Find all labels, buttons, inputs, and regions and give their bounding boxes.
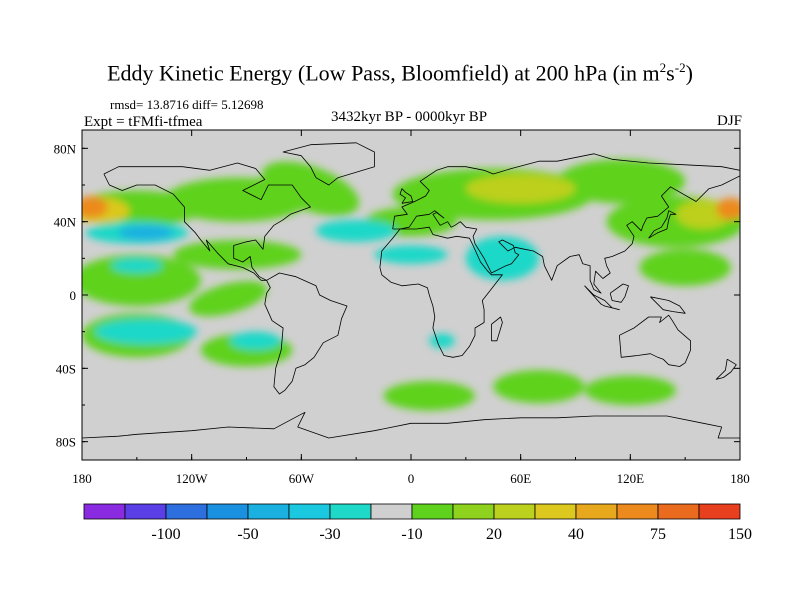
- anomaly-north-africa-negative: [374, 245, 448, 264]
- coastline-antarctica: [82, 411, 740, 439]
- x-tick-label-0: 180: [72, 471, 92, 486]
- x-tick-label-4: 60E: [510, 471, 531, 486]
- anomaly-south-america-negative: [230, 331, 282, 351]
- anomaly-pacific-tropics: [82, 254, 201, 306]
- y-tick-label-2: 0: [70, 288, 77, 303]
- coastline-madagascar: [490, 316, 503, 342]
- anomaly-dateline-east-strong: [716, 197, 740, 220]
- experiment-label: Expt = tFMfi-tfmea: [84, 114, 203, 130]
- x-tick-label-3: 0: [408, 471, 415, 486]
- x-tick-label-5: 120E: [617, 471, 645, 486]
- season-label: DJF: [716, 113, 742, 129]
- colorbar-box-15: [698, 503, 741, 520]
- colorbar-box-8: [411, 503, 454, 520]
- chart-title: Eddy Kinetic Energy (Low Pass, Bloomfiel…: [107, 60, 693, 86]
- coastline-britain: [399, 188, 414, 204]
- colorbar-box-7: [370, 503, 413, 520]
- stats-line: rmsd= 13.8716 diff= 5.12698: [110, 97, 264, 112]
- colorbar-box-11: [534, 503, 577, 520]
- anomaly-subtropic-pacific-negative: [111, 258, 163, 273]
- colorbar-label-2: -30: [319, 526, 340, 543]
- colorbar-label-0: -100: [151, 526, 180, 543]
- colorbar-label-3: -10: [401, 526, 422, 543]
- colorbar-box-13: [616, 503, 659, 520]
- y-tick-label-4: 80S: [56, 435, 76, 450]
- coastline-eurasia: [392, 153, 740, 230]
- anomaly-siberia-belt: [557, 159, 686, 204]
- anomaly-north-atlantic-negative: [315, 219, 397, 242]
- coastline-layer: [82, 142, 740, 439]
- anomaly-north-pacific-negative-core: [118, 225, 174, 241]
- anomaly-southern-indian-positive: [493, 370, 585, 404]
- anomaly-arabia-negative: [465, 236, 539, 281]
- colorbar-label-5: 40: [568, 526, 584, 543]
- anomaly-south-pacific-negative: [94, 318, 198, 345]
- anomaly-atlantic-tropic-band: [173, 240, 302, 270]
- y-tick-label-3: 40S: [56, 361, 76, 376]
- anomaly-dateline-north-strong: [82, 196, 108, 218]
- colorbar-box-3: [206, 503, 249, 520]
- x-tick-label-6: 180: [730, 471, 750, 486]
- anomaly-southern-ocean-east: [584, 375, 677, 406]
- anomaly-caribbean-band: [189, 281, 268, 317]
- colorbar-label-4: 20: [486, 526, 502, 543]
- coastline-japan: [648, 210, 677, 239]
- colorbar-box-1: [124, 503, 167, 520]
- coastline-new-zealand: [715, 358, 737, 380]
- coastline-australia: [619, 314, 691, 367]
- anomaly-north-atlantic-band: [261, 161, 360, 216]
- x-tick-label-2: 60W: [289, 471, 315, 486]
- colorbar: -100 -50 -30 -10 20 40 75 150: [83, 503, 752, 543]
- anomaly-eurasia-core: [465, 174, 576, 204]
- coastline-indonesia: [584, 285, 620, 311]
- colorbar-box-4: [247, 503, 290, 520]
- colorbar-label-1: -50: [237, 526, 258, 543]
- coastline-borneo: [609, 283, 629, 303]
- x-tick-label-1: 120W: [176, 471, 209, 486]
- y-tick-label-1: 40N: [54, 215, 77, 230]
- anomaly-field-layer: [82, 159, 740, 411]
- colorbar-box-12: [575, 503, 618, 520]
- colorbar-box-0: [83, 503, 126, 520]
- colorbar-box-5: [288, 503, 331, 520]
- colorbar-box-2: [165, 503, 208, 520]
- coastline-south-america: [264, 272, 348, 395]
- coastline-new-guinea: [650, 296, 686, 314]
- colorbar-label-6: 75: [650, 526, 666, 543]
- anomaly-south-africa-negative: [429, 333, 455, 349]
- colorbar-box-6: [329, 503, 372, 520]
- colorbar-box-9: [452, 503, 495, 520]
- y-tick-label-0: 80N: [54, 141, 77, 156]
- colorbar-box-14: [657, 503, 700, 520]
- coastline-north-america: [103, 162, 311, 281]
- coastline-greenland: [282, 142, 375, 186]
- axis-layer: 180 120W 60W 0 60E 120E 180 80N 40N 0 40S 80S: [54, 130, 750, 486]
- period-label: 3432kyr BP - 0000kyr BP: [330, 109, 488, 125]
- coastline-africa: [379, 226, 503, 358]
- anomaly-eastern-pacific-tropics: [639, 249, 731, 286]
- anomaly-south-atlantic-positive: [383, 381, 475, 411]
- colorbar-label-7: 150: [728, 526, 752, 543]
- colorbar-box-10: [493, 503, 536, 520]
- coastline-eurasia-south: [392, 175, 740, 294]
